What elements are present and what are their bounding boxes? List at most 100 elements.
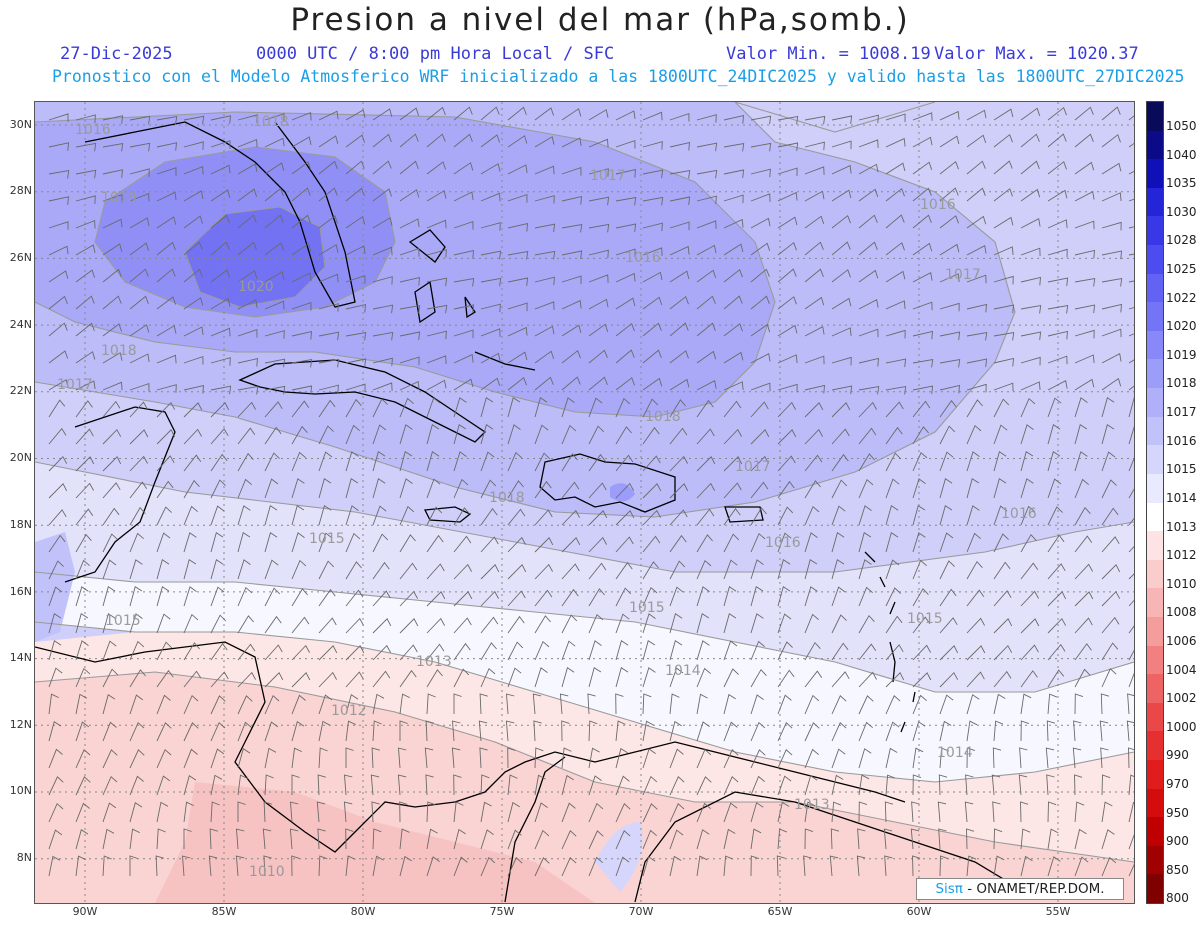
wind-barb bbox=[966, 560, 983, 580]
wind-barb bbox=[237, 615, 254, 634]
wind-barb bbox=[831, 671, 850, 688]
wind-barb bbox=[723, 323, 743, 337]
wind-barb bbox=[426, 506, 443, 526]
wind-barb bbox=[885, 113, 906, 123]
contour-label: 1019 bbox=[101, 190, 137, 206]
wind-barb bbox=[75, 114, 96, 124]
wind-barb bbox=[696, 855, 708, 877]
wind-barb bbox=[993, 590, 1012, 607]
colorbar-level-label: 1050 bbox=[1166, 119, 1197, 133]
wind-barb bbox=[505, 720, 515, 742]
wind-barb bbox=[479, 693, 488, 715]
lon-label: 60W bbox=[906, 905, 932, 918]
wind-barb bbox=[750, 115, 772, 125]
wind-barb bbox=[939, 504, 953, 526]
wind-barb bbox=[129, 382, 150, 392]
wind-barb bbox=[183, 141, 204, 150]
wind-barb bbox=[1074, 423, 1088, 445]
wind-barb bbox=[1020, 247, 1041, 257]
wind-barb bbox=[507, 277, 529, 286]
wind-barb bbox=[451, 747, 461, 769]
wind-barb bbox=[966, 215, 987, 229]
wind-barb bbox=[156, 384, 177, 393]
wind-barb bbox=[696, 534, 713, 553]
wind-barb bbox=[777, 296, 797, 310]
wind-barb bbox=[534, 802, 548, 823]
wind-barb bbox=[48, 720, 62, 742]
wind-barb bbox=[318, 303, 339, 312]
wind-barb bbox=[777, 613, 792, 634]
wind-barb bbox=[534, 452, 551, 472]
wind-barb bbox=[993, 424, 1008, 445]
wind-barb bbox=[696, 295, 716, 310]
wind-barb bbox=[453, 563, 472, 580]
wind-barb bbox=[345, 589, 364, 607]
wind-barb bbox=[129, 669, 146, 688]
lon-label: 70W bbox=[628, 905, 654, 918]
wind-barb bbox=[938, 774, 948, 796]
wind-barb bbox=[939, 451, 954, 472]
wind-barb bbox=[642, 196, 664, 206]
wind-barb bbox=[237, 114, 258, 123]
wind-barb bbox=[912, 672, 932, 688]
lat-label: 18N bbox=[9, 518, 32, 531]
wind-barb bbox=[804, 215, 825, 229]
wind-barb bbox=[696, 748, 712, 769]
wind-barb bbox=[210, 115, 232, 124]
wind-barb bbox=[939, 477, 953, 499]
wind-barb bbox=[723, 749, 739, 769]
colorbar-cell bbox=[1147, 473, 1163, 503]
wind-barb bbox=[507, 747, 516, 769]
wind-barb bbox=[669, 803, 685, 823]
wind-barb bbox=[507, 250, 529, 260]
colorbar-level-label: 1040 bbox=[1166, 147, 1197, 162]
wind-barb bbox=[885, 242, 905, 256]
wind-barb bbox=[1020, 505, 1035, 526]
wind-barb bbox=[1020, 670, 1038, 688]
wind-barb bbox=[264, 747, 277, 769]
wind-barb bbox=[534, 829, 550, 850]
wind-barb bbox=[399, 356, 420, 366]
wind-barb bbox=[750, 694, 764, 715]
wind-barb bbox=[1074, 478, 1089, 499]
wind-barb bbox=[102, 400, 121, 418]
wind-barb bbox=[264, 358, 286, 368]
colorbar-level-label: 950 bbox=[1166, 805, 1189, 820]
wind-barb bbox=[372, 644, 391, 661]
wind-barb bbox=[507, 774, 518, 796]
wind-barb bbox=[183, 402, 203, 418]
wind-barb bbox=[804, 166, 825, 175]
wind-barb bbox=[750, 585, 764, 607]
wind-barb bbox=[885, 385, 907, 395]
wind-barb bbox=[102, 115, 124, 124]
wind-barb bbox=[993, 477, 1007, 499]
wind-barb bbox=[804, 775, 818, 796]
wind-barb bbox=[615, 297, 636, 310]
wind-barb bbox=[669, 112, 690, 122]
wind-barb bbox=[831, 385, 853, 395]
wind-barb bbox=[534, 857, 550, 877]
wind-barb bbox=[750, 217, 771, 229]
wind-barb bbox=[669, 378, 690, 391]
wind-barb bbox=[1101, 250, 1123, 260]
colorbar bbox=[1146, 101, 1164, 904]
wind-barb bbox=[669, 483, 689, 499]
wind-barb bbox=[372, 357, 393, 367]
wind-barb bbox=[1101, 829, 1115, 850]
wind-barb bbox=[399, 478, 413, 499]
wind-barb bbox=[750, 481, 769, 499]
wind-barb bbox=[1047, 450, 1061, 472]
wind-barb bbox=[129, 429, 149, 445]
wind-barb bbox=[885, 452, 902, 472]
wind-barb bbox=[1099, 720, 1109, 742]
colorbar-level-label: 1002 bbox=[1166, 691, 1197, 706]
wind-barb bbox=[750, 802, 764, 823]
wind-barb bbox=[1074, 451, 1088, 472]
wind-barb bbox=[669, 639, 683, 661]
wind-barb bbox=[696, 559, 712, 580]
wind-barb bbox=[1020, 381, 1041, 391]
wind-barb bbox=[939, 399, 957, 418]
wind-barb bbox=[588, 830, 604, 850]
wind-barb bbox=[669, 169, 691, 179]
wind-barb bbox=[858, 269, 879, 283]
